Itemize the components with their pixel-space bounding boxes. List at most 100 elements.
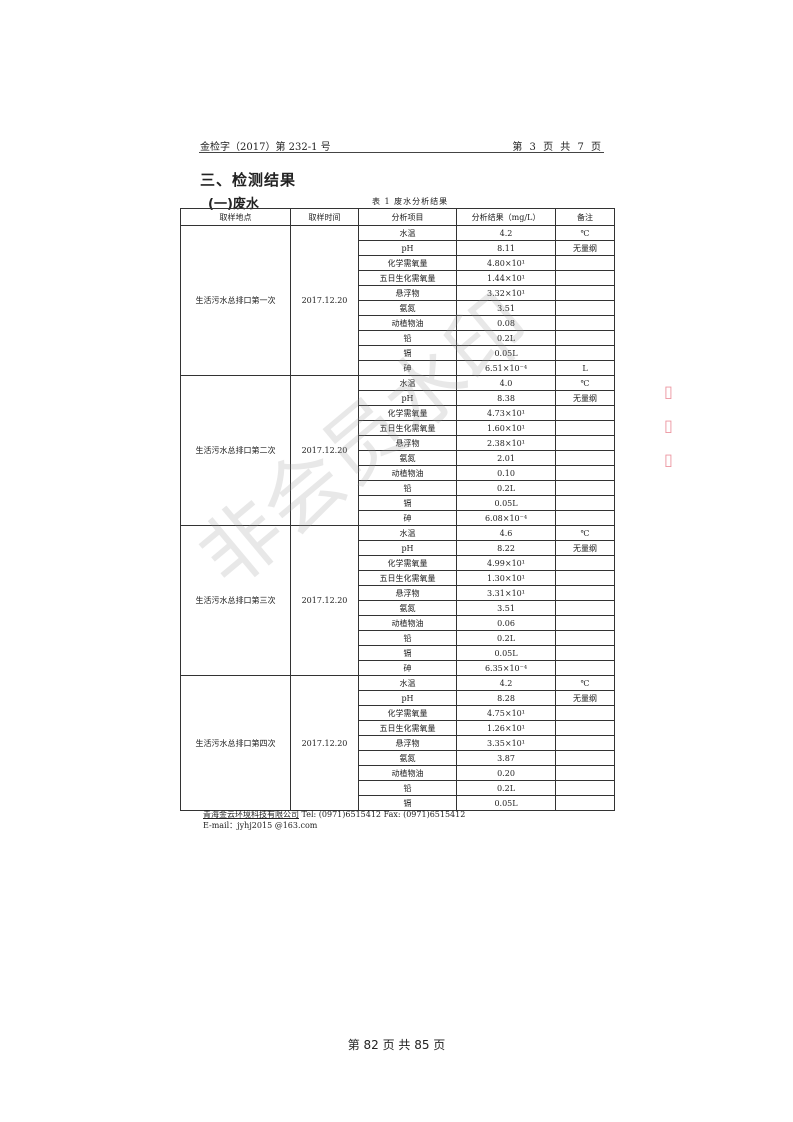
analysis-result: 4.99×10¹ <box>456 555 556 571</box>
remark <box>555 750 615 766</box>
remark <box>555 420 615 436</box>
section-title: 三、检测结果 <box>200 171 297 189</box>
analysis-item: 动植物油 <box>358 315 457 331</box>
remark <box>555 555 615 571</box>
remark: ℃ <box>555 525 615 541</box>
table-row: 化学需氧量 4.73×10¹ <box>181 405 615 421</box>
analysis-item: 氨氮 <box>358 750 457 766</box>
analysis-item: pH <box>358 690 457 706</box>
remark <box>555 720 615 736</box>
analysis-result: 4.0 <box>456 375 556 391</box>
analysis-result: 4.2 <box>456 675 556 691</box>
analysis-result: 0.05L <box>456 795 556 811</box>
analysis-result: 0.2L <box>456 330 556 346</box>
analysis-item: 悬浮物 <box>358 435 457 451</box>
analysis-item: 水温 <box>358 375 457 391</box>
analysis-result: 0.08 <box>456 315 556 331</box>
remark <box>555 795 615 811</box>
footer-contact: 青海金云环境科技有限公司 Tel: (0971)6515412 Fax: (09… <box>203 809 465 820</box>
analysis-result: 3.32×10¹ <box>456 285 556 301</box>
table-row: 铅 0.2L <box>181 630 615 646</box>
sampling-location: 生活污水总排口第二次 <box>180 375 291 526</box>
analysis-result: 2.38×10¹ <box>456 435 556 451</box>
table-row: 五日生化需氧量 1.60×10¹ <box>181 420 615 436</box>
sampling-location: 生活污水总排口第一次 <box>180 225 291 376</box>
table-row: 化学需氧量 4.75×10¹ <box>181 705 615 721</box>
analysis-result: 3.51 <box>456 600 556 616</box>
analysis-item: 砷 <box>358 660 457 676</box>
analysis-item: 悬浮物 <box>358 285 457 301</box>
remark <box>555 780 615 796</box>
remark <box>555 615 615 631</box>
analysis-result: 8.28 <box>456 690 556 706</box>
remark <box>555 480 615 496</box>
remark <box>555 765 615 781</box>
analysis-result: 4.75×10¹ <box>456 705 556 721</box>
table-row: 镉 0.05L <box>181 795 615 811</box>
analysis-item: 五日生化需氧量 <box>358 420 457 436</box>
analysis-item: 动植物油 <box>358 765 457 781</box>
analysis-result: 3.35×10¹ <box>456 735 556 751</box>
sampling-time: 2017.12.20 <box>290 675 359 811</box>
analysis-result: 4.80×10¹ <box>456 255 556 271</box>
analysis-result: 0.05L <box>456 645 556 661</box>
table-header-row: 取样地点 取样时间 分析项目 分析结果（mg/L） 备注 <box>180 208 615 226</box>
analysis-result: 0.10 <box>456 465 556 481</box>
analysis-item: 五日生化需氧量 <box>358 570 457 586</box>
analysis-result: 6.35×10⁻⁴ <box>456 660 556 676</box>
remark: ℃ <box>555 375 615 391</box>
table-row: 镉 0.05L <box>181 345 615 361</box>
analysis-item: 氨氮 <box>358 600 457 616</box>
table-caption: 表 1 废水分析结果 <box>372 197 449 206</box>
analysis-result: 0.05L <box>456 345 556 361</box>
analysis-result: 3.51 <box>456 300 556 316</box>
analysis-result: 0.2L <box>456 480 556 496</box>
remark <box>555 510 615 526</box>
analysis-result: 6.08×10⁻⁴ <box>456 510 556 526</box>
remark: L <box>555 360 615 376</box>
table-row: 砷 6.35×10⁻⁴ <box>181 660 615 676</box>
remark: 无量纲 <box>555 690 615 706</box>
remark <box>555 315 615 331</box>
phone-fax: Tel: (0971)6515412 Fax: (0971)6515412 <box>299 810 466 819</box>
table-row: 动植物油 0.08 <box>181 315 615 331</box>
report-number: 金检字（2017）第 232-1 号 <box>200 142 331 153</box>
sampling-time: 2017.12.20 <box>290 375 359 526</box>
remark: ℃ <box>555 675 615 691</box>
header-time: 取样时间 <box>290 208 359 226</box>
analysis-item: 镉 <box>358 495 457 511</box>
remark <box>555 630 615 646</box>
table-row: pH 8.11 无量纲 <box>181 240 615 256</box>
remark <box>555 270 615 286</box>
company-name: 青海金云环境科技有限公司 <box>203 810 299 819</box>
analysis-result: 4.6 <box>456 525 556 541</box>
table-row: 生活污水总排口第三次 2017.12.20 水温 4.6 ℃ <box>180 525 615 676</box>
report-page-info: 第 3 页 共 7 页 <box>512 142 603 153</box>
remark: 无量纲 <box>555 390 615 406</box>
remark <box>555 405 615 421</box>
table-row: 悬浮物 3.35×10¹ <box>181 735 615 751</box>
remark <box>555 600 615 616</box>
remark <box>555 435 615 451</box>
analysis-item: pH <box>358 390 457 406</box>
table-row: 砷 6.08×10⁻⁴ <box>181 510 615 526</box>
table-row: 铅 0.2L <box>181 780 615 796</box>
table-row: pH 8.28 无量纲 <box>181 690 615 706</box>
analysis-result: 0.05L <box>456 495 556 511</box>
analysis-item: 镉 <box>358 645 457 661</box>
remark <box>555 495 615 511</box>
analysis-item: 砷 <box>358 360 457 376</box>
remark <box>555 330 615 346</box>
remark <box>555 660 615 676</box>
remark <box>555 645 615 661</box>
table-row: 镉 0.05L <box>181 645 615 661</box>
remark <box>555 450 615 466</box>
wastewater-results-table: 取样地点 取样时间 分析项目 分析结果（mg/L） 备注 生活污水总排口第一次 2… <box>180 208 615 811</box>
analysis-result: 1.44×10¹ <box>456 270 556 286</box>
analysis-item: 化学需氧量 <box>358 405 457 421</box>
table-row: 动植物油 0.06 <box>181 615 615 631</box>
analysis-result: 8.11 <box>456 240 556 256</box>
analysis-result: 0.20 <box>456 765 556 781</box>
table-row: 生活污水总排口第一次 2017.12.20 水温 4.2 ℃ <box>180 225 615 376</box>
